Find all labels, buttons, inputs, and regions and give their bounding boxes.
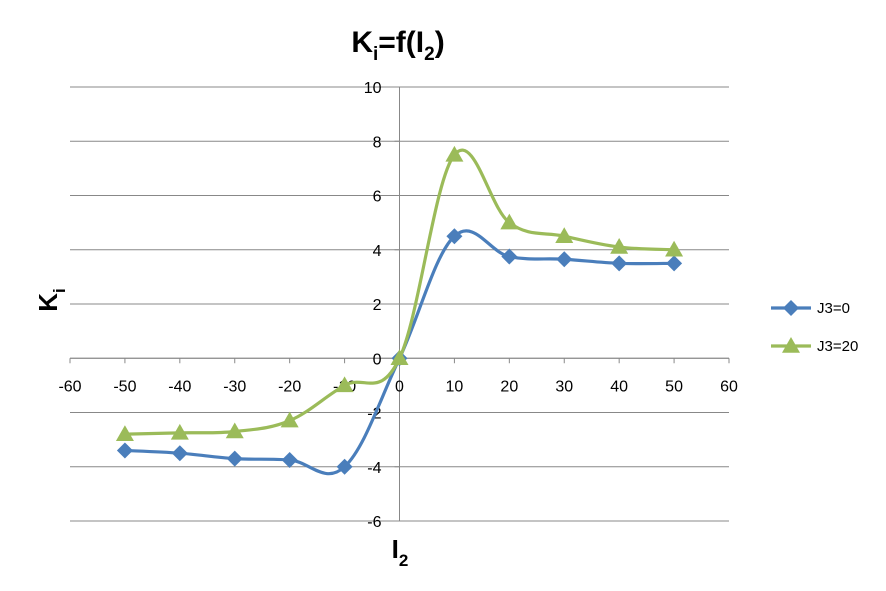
y-tick-label: 0 [373, 351, 382, 368]
data-point [666, 255, 683, 272]
data-point [226, 450, 243, 467]
y-tick-label: 2 [373, 297, 382, 314]
x-axis-label: I2 [392, 534, 409, 570]
y-tick-label: -6 [367, 514, 381, 531]
data-point [445, 145, 464, 162]
x-tick-label: -60 [58, 378, 81, 395]
legend-label: J3=0 [817, 300, 850, 317]
data-point [446, 228, 463, 245]
x-tick-label: -40 [168, 378, 191, 395]
data-point [336, 458, 353, 475]
legend-entry: J3=0 [771, 300, 850, 317]
data-point [555, 227, 574, 243]
y-tick-label: -4 [367, 460, 381, 477]
x-tick-label: 10 [446, 378, 464, 395]
legend-label: J3=20 [817, 338, 858, 355]
data-point [280, 411, 299, 428]
chart-title: Ki=f(I2) [351, 26, 444, 65]
x-tick-label: 0 [395, 378, 404, 395]
data-point [610, 238, 629, 254]
data-point [225, 422, 244, 439]
data-point [281, 451, 298, 468]
x-tick-label: -50 [113, 378, 136, 395]
data-point [170, 423, 189, 440]
data-point [116, 442, 133, 459]
y-tick-label: 10 [364, 80, 382, 97]
data-point [335, 376, 354, 393]
x-tick-label: 30 [555, 378, 573, 395]
x-tick-label: 50 [665, 378, 683, 395]
series-triangle [115, 145, 684, 441]
x-tick-label: -30 [223, 378, 246, 395]
data-point [500, 213, 519, 230]
data-point [556, 251, 573, 268]
legend-marker [782, 337, 800, 353]
legend: J3=0 J3=20 [771, 300, 858, 355]
data-point [171, 445, 188, 462]
y-tick-label: 4 [373, 243, 382, 260]
series-layer [115, 145, 684, 476]
data-point [665, 240, 684, 257]
data-point [390, 349, 409, 365]
legend-marker [783, 300, 799, 316]
data-point [611, 255, 628, 272]
y-tick-label: 8 [373, 134, 382, 151]
x-tick-label: 60 [720, 378, 738, 395]
legend-entry: J3=20 [771, 337, 858, 355]
y-axis-label: Ki [33, 288, 69, 312]
x-tick-label: 40 [610, 378, 628, 395]
data-point [115, 425, 134, 441]
x-tick-labels: -60-50-40-30-20-100102030405060 [58, 378, 738, 395]
x-tick-label: 20 [500, 378, 518, 395]
data-point [501, 248, 518, 265]
x-tick-label: -20 [278, 378, 301, 395]
y-tick-label: 6 [373, 189, 382, 206]
